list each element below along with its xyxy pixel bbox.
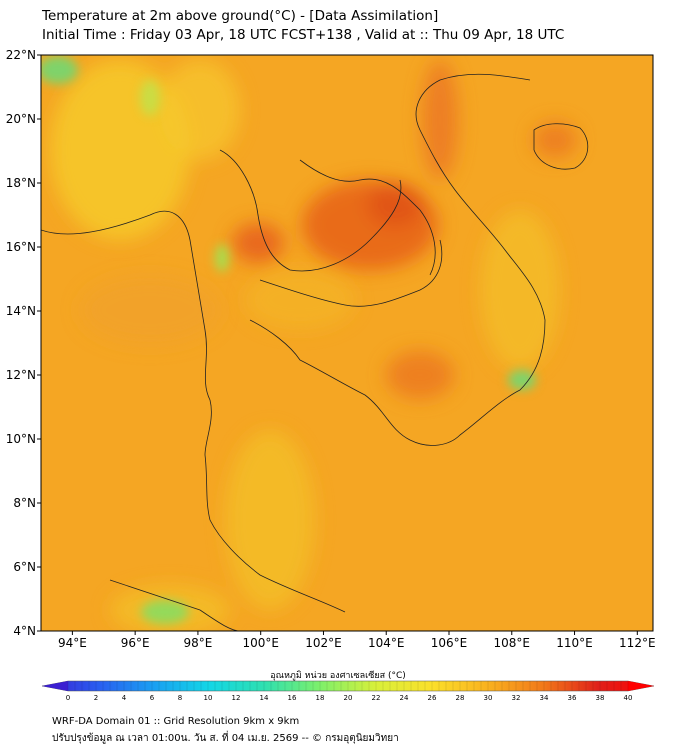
hot-region-hainan: [533, 122, 577, 158]
footer-update-info: ปรับปรุงข้อมูล ณ เวลา 01:00น. วัน ส. ที่…: [52, 733, 399, 744]
colorbar-tick-label: 26: [428, 694, 437, 702]
lat-tick-label: 14°N: [6, 304, 36, 318]
lat-tick-label: 6°N: [13, 560, 36, 574]
colorbar-tick-label: 8: [178, 694, 182, 702]
colorbar-tick-label: 30: [484, 694, 493, 702]
cool-spot-sumatra: [141, 600, 189, 624]
footer-model-info: WRF-DA Domain 01 :: Grid Resolution 9km …: [52, 716, 300, 727]
lat-tick-label: 8°N: [13, 496, 36, 510]
cool-spot-northwest: [41, 56, 78, 84]
coastline-andaman: [41, 210, 346, 613]
colorbar-tick-label: 40: [624, 694, 633, 702]
cool-temperature-regions: [41, 56, 536, 624]
lat-tick-label: 18°N: [6, 176, 36, 190]
colorbar-tick-label: 38: [596, 694, 605, 702]
lat-tick-label: 16°N: [6, 240, 36, 254]
lat-tick-label: 20°N: [6, 112, 36, 126]
colorbar-tick-label: 22: [372, 694, 381, 702]
lon-tick-label: 108°E: [494, 636, 531, 650]
colorbar-tick-label: 16: [288, 694, 297, 702]
colorbar-tick-label: 28: [456, 694, 465, 702]
mild-region-north: [160, 60, 240, 160]
hot-region-north: [422, 60, 458, 180]
colorbar-tick-label: 2: [94, 694, 98, 702]
colorbar-tick-label: 0: [66, 694, 70, 702]
lon-tick-label: 102°E: [305, 636, 342, 650]
coastline-hainan: [533, 123, 589, 170]
hot-region-cambodia: [386, 351, 454, 399]
lat-tick-label: 4°N: [13, 624, 36, 638]
coastlines-and-borders: [41, 73, 589, 631]
colorbar-tick-label: 14: [260, 694, 269, 702]
chart-subtitle: Initial Time : Friday 03 Apr, 18 UTC FCS…: [42, 27, 565, 43]
lon-tick-label: 98°E: [183, 636, 212, 650]
coastline-gulf: [249, 73, 546, 446]
colorbar-tick-label: 32: [512, 694, 521, 702]
colorbar-tick-label: 18: [316, 694, 325, 702]
lon-tick-label: 110°E: [556, 636, 593, 650]
colorbar-tick-label: 4: [122, 694, 127, 702]
mild-region-vietnam: [480, 210, 560, 370]
mild-region-peninsula: [225, 430, 315, 610]
colorbar-min-arrow: [42, 681, 68, 691]
colorbar-max-arrow: [628, 681, 654, 691]
lon-tick-label: 106°E: [431, 636, 468, 650]
colorbar-tick-label: 6: [150, 694, 155, 702]
colorbar: 0 2 4 6 8 10 12 14 16 18 20 22 24 26 28 30 32 34 36 38 40: [41, 680, 655, 702]
cool-spot-vietnam: [508, 370, 536, 390]
lat-tick-label: 12°N: [6, 368, 36, 382]
chart-title: Temperature at 2m above ground(°C) - [Da…: [42, 8, 439, 24]
mild-region-central: [245, 270, 355, 330]
border-north: [219, 149, 402, 272]
longitude-axis: 94°E 96°E 98°E 100°E 102°E 104°E 106°E 108°E 110…: [58, 631, 656, 650]
hot-region-core: [367, 183, 423, 227]
hot-region-west: [232, 223, 284, 263]
colorbar-tick-label: 12: [232, 694, 241, 702]
map-plot-area: [41, 55, 653, 631]
colorbar-tick-label: 20: [344, 694, 353, 702]
border-central: [259, 239, 443, 307]
lon-tick-label: 94°E: [58, 636, 87, 650]
colorbar-tick-label: 10: [204, 694, 213, 702]
warm-region-sea: [80, 275, 220, 345]
map-frame: [40, 54, 654, 632]
coastline-sumatra: [109, 579, 241, 631]
hot-temperature-regions: [80, 60, 577, 399]
lon-tick-label: 100°E: [242, 636, 279, 650]
lon-tick-label: 112°E: [619, 636, 656, 650]
cool-spot-myanmar: [140, 80, 160, 116]
colorbar-tick-label: 36: [568, 694, 577, 702]
colorbar-tick-label: 24: [400, 694, 409, 702]
latitude-axis: 22°N 20°N 18°N 16°N 14°N 12°N 10°N 8°N 6°N 4°N: [6, 48, 41, 638]
lon-tick-label: 104°E: [368, 636, 405, 650]
lat-tick-label: 22°N: [6, 48, 36, 62]
lat-tick-label: 10°N: [6, 432, 36, 446]
colorbar-label: อุณหภูมิ หน่วย องศาเซลเซียส (°C): [270, 671, 406, 681]
border-laos: [299, 159, 436, 276]
lon-tick-label: 96°E: [121, 636, 150, 650]
colorbar-tick-label: 34: [540, 694, 549, 702]
cool-spot-west: [215, 244, 229, 272]
